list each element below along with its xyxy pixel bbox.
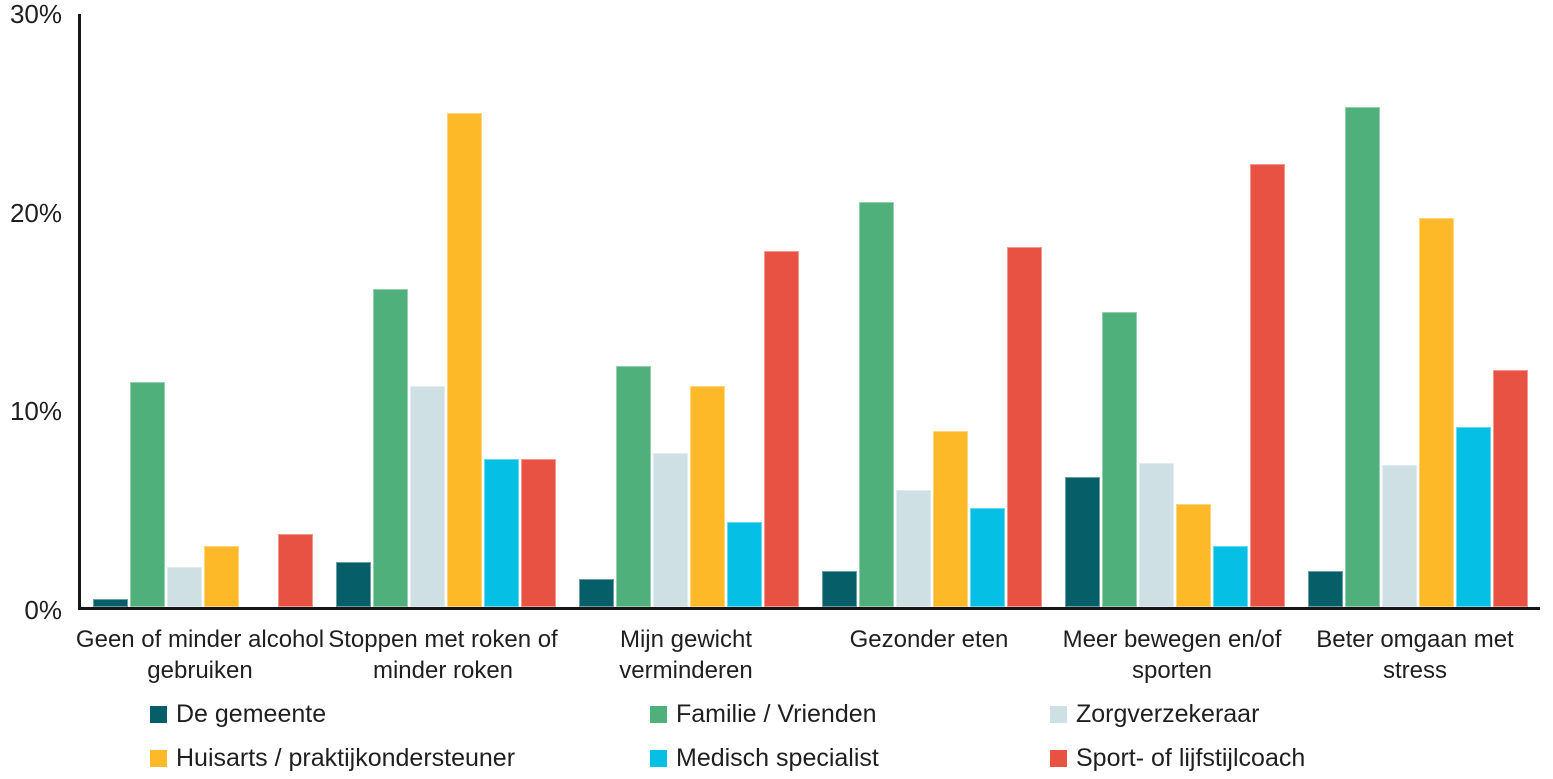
legend: De gemeente Familie / Vrienden Zorgverzeke… (150, 701, 1305, 772)
bar-zorgverzekeraar-beter-omgaan-met-stress (1382, 464, 1417, 607)
legend-item-de-gemeente: De gemeente (150, 701, 650, 728)
bar-familie-vrienden-beter-omgaan-met-stress (1345, 106, 1380, 607)
bar-sport-of-lijfstijlcoach-gezonder-eten (1007, 247, 1042, 607)
bar-de-gemeente-beter-omgaan-met-stress (1308, 571, 1343, 607)
legend-swatch-icon (1050, 706, 1067, 723)
bar-zorgverzekeraar-gezonder-eten (896, 490, 931, 607)
bar-medisch-specialist-stoppen-met-roken-of-minder-roken (484, 458, 519, 607)
bar-sport-of-lijfstijlcoach-beter-omgaan-met-stress (1493, 369, 1528, 607)
bar-sport-of-lijfstijlcoach-geen-of-minder-alcohol-gebruiken (278, 533, 313, 607)
bar-sport-of-lijfstijlcoach-mijn-gewicht-verminderen (764, 251, 799, 607)
x-category-label-geen-of-minder-alcohol-gebruiken: Geen of minder alcohol gebruiken (75, 626, 325, 684)
bar-de-gemeente-geen-of-minder-alcohol-gebruiken (93, 599, 128, 607)
legend-swatch-icon (150, 750, 167, 767)
bar-de-gemeente-mijn-gewicht-verminderen (579, 579, 614, 607)
bar-de-gemeente-gezonder-eten (822, 571, 857, 607)
bar-sport-of-lijfstijlcoach-stoppen-met-roken-of-minder-roken (521, 458, 556, 607)
bar-familie-vrienden-mijn-gewicht-verminderen (616, 365, 651, 607)
bar-sport-of-lijfstijlcoach-meer-bewegen-en-of-sporten (1250, 164, 1285, 607)
bar-familie-vrienden-stoppen-met-roken-of-minder-roken (373, 288, 408, 607)
bar-group-geen-of-minder-alcohol-gebruiken (93, 14, 313, 607)
bar-huisarts-praktijkondersteuner-beter-omgaan-met-stress (1419, 217, 1454, 607)
y-tick-label-10: 10% (9, 396, 62, 427)
bar-zorgverzekeraar-meer-bewegen-en-of-sporten (1139, 462, 1174, 607)
y-tick-label-20: 20% (9, 197, 62, 228)
legend-item-sport-of-lijfstijlcoach: Sport- of lijfstijlcoach (1050, 745, 1305, 772)
legend-swatch-icon (650, 750, 667, 767)
legend-label: Medisch specialist (676, 744, 879, 772)
bar-huisarts-praktijkondersteuner-geen-of-minder-alcohol-gebruiken (204, 545, 239, 607)
legend-label: Zorgverzekeraar (1076, 700, 1260, 728)
bar-familie-vrienden-meer-bewegen-en-of-sporten (1102, 312, 1137, 607)
legend-item-familie-vrienden: Familie / Vrienden (650, 701, 1050, 728)
bar-familie-vrienden-gezonder-eten (859, 201, 894, 607)
legend-item-huisarts-praktijkondersteuner: Huisarts / praktijkondersteuner (150, 745, 650, 772)
bar-huisarts-praktijkondersteuner-stoppen-met-roken-of-minder-roken (447, 112, 482, 607)
y-tick-label-0: 0% (24, 595, 62, 625)
x-axis: Geen of minder alcohol gebruiken Stoppen … (76, 624, 1540, 690)
legend-item-medisch-specialist: Medisch specialist (650, 745, 1050, 772)
bar-group-mijn-gewicht-verminderen (579, 14, 799, 607)
bar-group-stoppen-met-roken-of-minder-roken (336, 14, 556, 607)
x-category-label-stoppen-met-roken-of-minder-roken: Stoppen met roken of minder roken (328, 626, 558, 684)
legend-swatch-icon (650, 706, 667, 723)
bar-de-gemeente-meer-bewegen-en-of-sporten (1065, 476, 1100, 607)
bar-group-meer-bewegen-en-of-sporten (1065, 14, 1285, 607)
legend-item-zorgverzekeraar: Zorgverzekeraar (1050, 701, 1305, 728)
bar-medisch-specialist-beter-omgaan-met-stress (1456, 427, 1491, 607)
bar-de-gemeente-stoppen-met-roken-of-minder-roken (336, 561, 371, 607)
legend-swatch-icon (150, 706, 167, 723)
legend-label: Huisarts / praktijkondersteuner (176, 744, 516, 772)
y-axis: 0% 10% 20% 30% (0, 1, 66, 623)
x-category-label-gezonder-eten: Gezonder eten (849, 626, 1009, 653)
bar-huisarts-praktijkondersteuner-mijn-gewicht-verminderen (690, 385, 725, 607)
legend-label: Sport- of lijfstijlcoach (1076, 744, 1306, 772)
bar-huisarts-praktijkondersteuner-meer-bewegen-en-of-sporten (1176, 504, 1211, 607)
bar-zorgverzekeraar-mijn-gewicht-verminderen (653, 452, 688, 607)
bar-medisch-specialist-gezonder-eten (970, 508, 1005, 607)
bar-group-beter-omgaan-met-stress (1308, 14, 1528, 607)
bar-huisarts-praktijkondersteuner-gezonder-eten (933, 431, 968, 607)
bar-group-gezonder-eten (822, 14, 1042, 607)
x-category-label-meer-bewegen-en-of-sporten: Meer bewegen en/of sporten (1062, 626, 1282, 684)
bar-familie-vrienden-geen-of-minder-alcohol-gebruiken (130, 381, 165, 607)
legend-swatch-icon (1050, 750, 1067, 767)
bar-medisch-specialist-mijn-gewicht-verminderen (727, 522, 762, 607)
bar-zorgverzekeraar-geen-of-minder-alcohol-gebruiken (167, 567, 202, 607)
y-tick-label-30: 30% (9, 0, 62, 29)
plot-area (78, 14, 1540, 610)
legend-label: Familie / Vrienden (676, 700, 877, 728)
x-category-label-beter-omgaan-met-stress: Beter omgaan met stress (1316, 626, 1514, 684)
legend-label: De gemeente (176, 700, 327, 728)
bar-zorgverzekeraar-stoppen-met-roken-of-minder-roken (410, 385, 445, 607)
bar-medisch-specialist-meer-bewegen-en-of-sporten (1213, 545, 1248, 607)
x-category-label-mijn-gewicht-verminderen: Mijn gewicht verminderen (619, 626, 753, 684)
